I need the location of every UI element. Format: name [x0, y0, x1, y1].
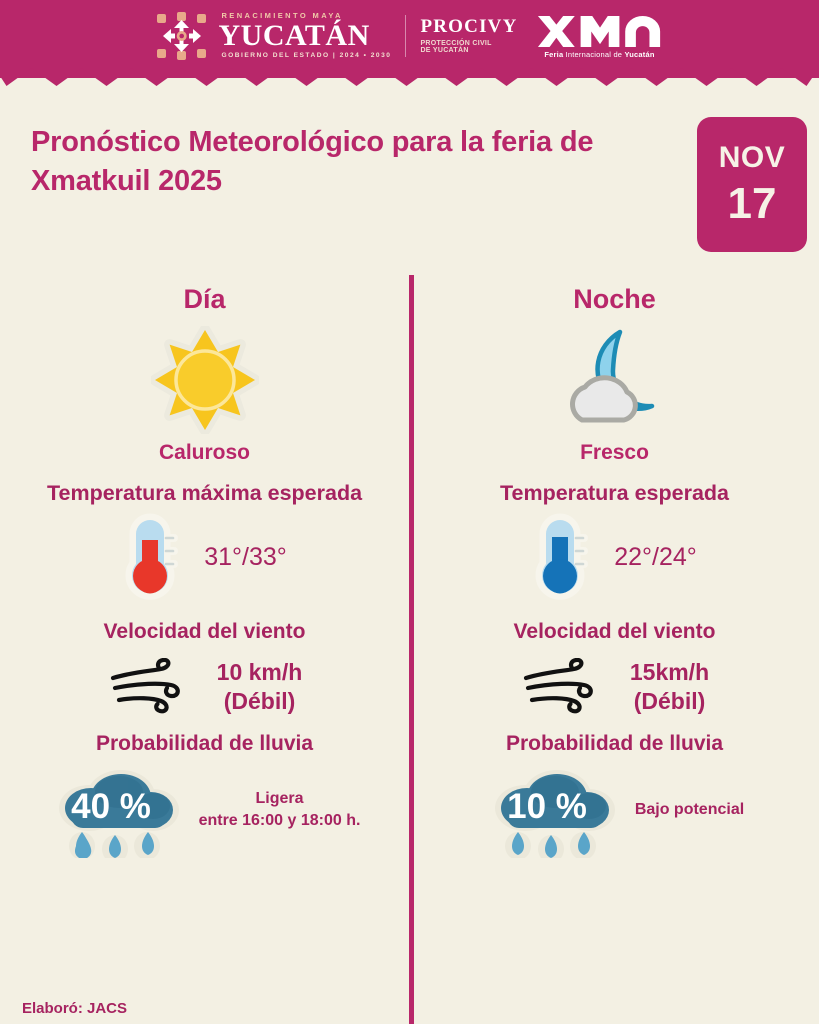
day-wind-speed: 10 km/h [216, 659, 303, 686]
date-badge: NOV 17 [697, 117, 807, 252]
day-temperature-value: 31°/33° [204, 543, 287, 572]
night-temperature-row: 22°/24° [410, 512, 819, 604]
day-rain-probability-text: 40 % [71, 787, 151, 826]
night-heading: Noche [573, 284, 656, 314]
xmn-mark-icon [536, 14, 664, 47]
xmn-tagline-yucatan: Yucatán [624, 49, 655, 59]
day-temperature-row: 31°/33° [0, 512, 409, 604]
day-rain-note-line2: entre 16:00 y 18:00 h. [198, 812, 361, 829]
night-wind-value: 15km/h (Débil) [630, 658, 709, 716]
procivy-subline-2: DE YUCATÁN [420, 47, 469, 55]
yucatan-subline: GOBIERNO DEL ESTADO | 2024 • 2030 [221, 52, 392, 60]
night-temperature-value: 22°/24° [614, 543, 697, 572]
day-temperature-label: Temperatura máxima esperada [46, 481, 363, 505]
yucatan-logo: RENACIMIENTO MAYA YUCATÁN GOBIERNO DEL E… [155, 10, 391, 62]
footer-credit: Elaboró: JACS [22, 1000, 128, 1017]
xmn-tagline-feria: Feria [544, 49, 564, 59]
moon-cloud-icon [556, 324, 674, 436]
thermometer-cold-icon [532, 512, 596, 604]
night-rain-row: 10 % 10 % Bajo potencial [410, 762, 819, 858]
header-band: RENACIMIENTO MAYA YUCATÁN GOBIERNO DEL E… [0, 0, 819, 78]
thermometer-hot-icon [122, 512, 186, 604]
procivy-logo: PROCIVY PROTECCIÓN CIVIL DE YUCATÁN [420, 17, 517, 55]
yucatan-kicker: RENACIMIENTO MAYA [221, 11, 343, 21]
date-day: 17 [727, 178, 777, 228]
sun-icon [150, 326, 259, 434]
night-condition: Fresco [580, 441, 649, 464]
date-month: NOV [718, 140, 786, 174]
day-column: Día Caluroso Temperatura máxima esperada [0, 284, 409, 858]
day-rain-row: 40 % 40 % Ligera entre 16:00 y 18:00 h. [0, 762, 409, 858]
day-wind-row: 10 km/h (Débil) [0, 658, 409, 716]
page-title: Pronóstico Meteorológico para la feria d… [31, 126, 594, 198]
day-rain-note-line1: Ligera [255, 790, 304, 808]
logo-divider [405, 15, 407, 57]
procivy-subline-1: PROTECCIÓN CIVIL [420, 40, 492, 48]
xmn-logo: Feria Internacional de Yucatán [536, 14, 664, 59]
zigzag-edge [0, 68, 819, 86]
night-rain-note-line1: Bajo potencial [634, 801, 745, 819]
xmn-tagline: Feria Internacional de Yucatán [536, 50, 664, 59]
night-wind-label: Velocidad del viento [513, 620, 716, 643]
night-wind-row: 15km/h (Débil) [410, 658, 819, 716]
day-condition: Caluroso [158, 441, 250, 464]
column-divider [409, 275, 414, 1024]
night-column: Noche Fresco Temperatura esperada [410, 284, 819, 858]
rain-cloud-icon: 40 % 40 % [49, 762, 183, 858]
night-wind-strength: (Débil) [633, 688, 706, 714]
yucatan-maya-glyph-icon [155, 10, 209, 62]
day-rain-label: Probabilidad de lluvia [95, 732, 314, 755]
wind-icon [107, 658, 187, 716]
night-temperature-label: Temperatura esperada [499, 481, 730, 505]
night-rain-label: Probabilidad de lluvia [505, 732, 724, 755]
day-wind-strength: (Débil) [223, 688, 296, 714]
night-rain-note: Bajo potencial [635, 799, 744, 821]
night-rain-probability-text: 10 % [507, 787, 587, 826]
day-heading: Día [183, 284, 226, 314]
procivy-wordmark: PROCIVY [420, 16, 518, 38]
day-wind-label: Velocidad del viento [103, 620, 306, 643]
yucatan-wordmark: YUCATÁN [218, 18, 370, 52]
wind-icon [520, 658, 600, 716]
rain-cloud-icon: 10 % 10 % [485, 762, 619, 858]
day-wind-value: 10 km/h (Débil) [217, 658, 303, 716]
night-icon-wrap [410, 321, 819, 439]
day-icon-wrap [0, 321, 409, 439]
night-wind-speed: 15km/h [629, 659, 710, 686]
logo-group: RENACIMIENTO MAYA YUCATÁN GOBIERNO DEL E… [155, 10, 663, 62]
day-rain-note: Ligera entre 16:00 y 18:00 h. [199, 788, 361, 831]
xmn-tagline-mid: Internacional de [563, 49, 625, 59]
